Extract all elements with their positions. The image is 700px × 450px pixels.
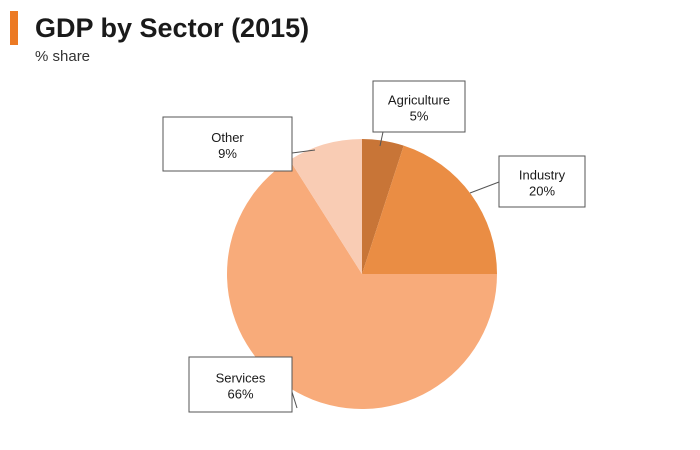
chart-subtitle: % share bbox=[35, 48, 91, 65]
slice-label: Agriculture bbox=[388, 93, 450, 108]
slice-label: Other bbox=[211, 130, 244, 145]
pie-slice-other bbox=[289, 139, 362, 274]
slice-label: Industry bbox=[519, 168, 566, 183]
pie-slice-agriculture bbox=[362, 139, 404, 274]
pie-slices bbox=[226, 139, 498, 410]
slice-value-label: 20% bbox=[529, 184, 555, 199]
callout-box bbox=[372, 80, 466, 133]
slice-label: Services bbox=[216, 371, 266, 386]
slice-value-label: 9% bbox=[218, 146, 237, 161]
callout-box bbox=[498, 155, 586, 208]
callout-leader-line bbox=[291, 391, 298, 409]
callout-box bbox=[188, 356, 293, 413]
callout-box bbox=[162, 116, 293, 172]
pie-slice-services bbox=[226, 160, 498, 410]
callout-leader-line bbox=[291, 149, 316, 154]
pie-callouts: Agriculture5%Industry20%Services66%Other… bbox=[162, 80, 586, 413]
slice-value-label: 66% bbox=[227, 387, 253, 402]
callout-leader-line bbox=[379, 131, 384, 147]
slice-value-label: 5% bbox=[410, 109, 429, 124]
chart-title: GDP by Sector (2015) bbox=[35, 13, 310, 43]
callout-leader-line bbox=[469, 181, 500, 194]
pie-slice-industry bbox=[362, 145, 497, 274]
title-accent-bar bbox=[10, 11, 18, 45]
